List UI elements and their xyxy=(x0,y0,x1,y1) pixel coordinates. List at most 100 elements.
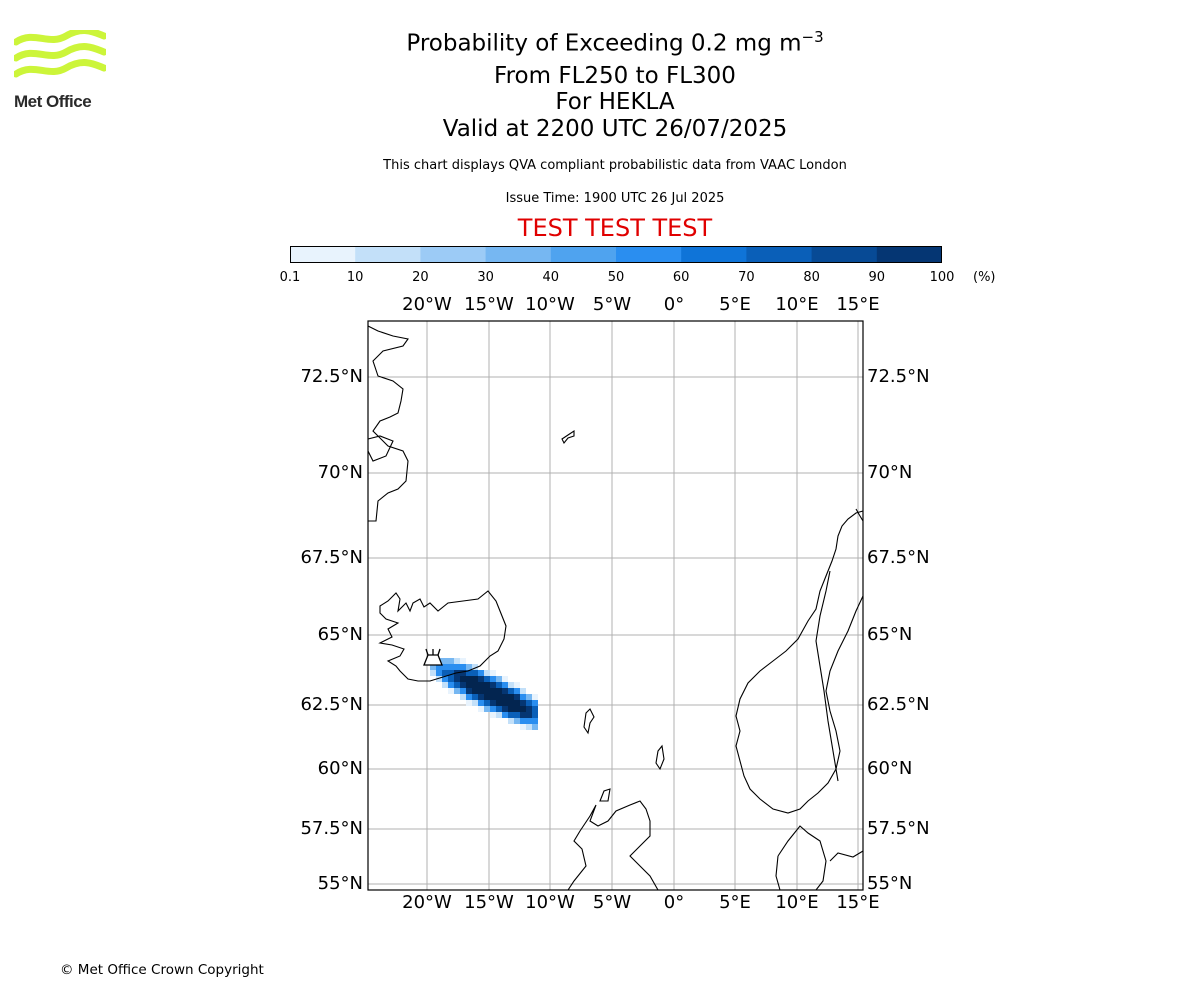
plume-cell xyxy=(490,682,496,688)
plume-cell xyxy=(496,706,502,712)
plume-cell xyxy=(532,712,538,718)
subtitle: This chart displays QVA compliant probab… xyxy=(383,158,847,173)
plume-cell xyxy=(490,712,496,718)
plume-cell xyxy=(526,694,532,700)
plume-cell xyxy=(454,658,460,664)
plume-cell xyxy=(442,676,448,682)
lon-label-bottom: 15°W xyxy=(464,892,514,913)
colorbar-segment xyxy=(811,246,878,263)
plume-cell xyxy=(472,700,478,706)
lat-label-left: 55°N xyxy=(317,873,363,894)
colorbar-tick-label: 20 xyxy=(412,270,429,285)
plume-cell xyxy=(466,694,472,700)
plume-cell xyxy=(466,700,472,706)
lat-label-left: 70°N xyxy=(317,462,363,483)
plume-cell xyxy=(490,676,496,682)
plume-cell xyxy=(514,688,520,694)
colorbar-segment xyxy=(290,246,356,263)
lat-label-right: 70°N xyxy=(867,462,913,483)
plume-cell xyxy=(502,712,508,718)
plume-cell xyxy=(508,688,514,694)
plume-cell xyxy=(520,700,526,706)
map-panel xyxy=(367,320,864,891)
plume-cell xyxy=(454,664,460,670)
lat-label-left: 67.5°N xyxy=(300,547,363,568)
plume-cell xyxy=(496,676,502,682)
plume-cell xyxy=(508,682,514,688)
plume-cell xyxy=(490,670,496,676)
lat-label-left: 72.5°N xyxy=(300,366,363,387)
plume-cell xyxy=(484,676,490,682)
colorbar-tick-label: 90 xyxy=(868,270,886,285)
lon-label-bottom: 15°E xyxy=(836,892,880,913)
lon-label-top: 10°E xyxy=(775,294,819,315)
plume-cell xyxy=(472,664,478,670)
plume-cell xyxy=(454,676,460,682)
lat-label-right: 55°N xyxy=(867,873,913,894)
plume-cell xyxy=(448,682,454,688)
plume-cell xyxy=(496,694,502,700)
plume-cell xyxy=(514,712,520,718)
colorbar-segment xyxy=(355,246,421,263)
plume-cell xyxy=(532,700,538,706)
plume-cell xyxy=(484,688,490,694)
plume-cell xyxy=(442,664,448,670)
coastlines xyxy=(367,325,864,891)
lon-label-top: 15°E xyxy=(836,294,880,315)
issue-time: Issue Time: 1900 UTC 26 Jul 2025 xyxy=(505,191,725,206)
plume-cell xyxy=(520,688,526,694)
plume-cell xyxy=(520,706,526,712)
plume-cell xyxy=(502,676,508,682)
lon-label-bottom: 0° xyxy=(663,892,685,913)
plume-cell xyxy=(532,694,538,700)
plume-cell xyxy=(454,688,460,694)
plume-cell xyxy=(514,718,520,724)
plume-cell xyxy=(442,682,448,688)
plume-cell xyxy=(532,718,538,724)
plume-cell xyxy=(460,694,466,700)
colorbar-tick-label: 100 xyxy=(929,270,955,285)
plume-cell xyxy=(442,658,448,664)
plume-cell xyxy=(496,712,502,718)
lon-label-top: 0° xyxy=(663,294,685,315)
plume-cell xyxy=(466,688,472,694)
plume-cell xyxy=(520,724,526,730)
plume-cell xyxy=(478,694,484,700)
logo-text: Met Office xyxy=(14,92,92,111)
lat-label-left: 57.5°N xyxy=(300,818,363,839)
met-office-logo-icon xyxy=(14,30,106,78)
lon-label-top: 20°W xyxy=(402,294,452,315)
plume-cell xyxy=(478,706,484,712)
plume-cell xyxy=(448,658,454,664)
colorbar-segment xyxy=(420,246,487,263)
plume-cell xyxy=(448,670,454,676)
flight-level-line: From FL250 to FL300 xyxy=(494,63,736,89)
plume-cell xyxy=(502,682,508,688)
plume-cell xyxy=(436,664,442,670)
plume-cell xyxy=(526,700,532,706)
lon-label-bottom: 10°W xyxy=(525,892,575,913)
plume-cell xyxy=(460,682,466,688)
lat-label-right: 65°N xyxy=(867,624,913,645)
lat-label-right: 72.5°N xyxy=(867,366,930,387)
plume-cell xyxy=(508,718,514,724)
plume-cell xyxy=(508,700,514,706)
lon-label-top: 10°W xyxy=(525,294,575,315)
plume-cell xyxy=(472,694,478,700)
lat-label-right: 67.5°N xyxy=(867,547,930,568)
plume-cell xyxy=(502,694,508,700)
plume-cell xyxy=(532,706,538,712)
plume-cell xyxy=(502,706,508,712)
plume-cell xyxy=(448,664,454,670)
plume-cell xyxy=(436,670,442,676)
colorbar xyxy=(290,246,942,263)
plume-cell xyxy=(532,724,538,730)
lon-label-bottom: 20°W xyxy=(402,892,452,913)
plume-cell xyxy=(478,688,484,694)
plume-cell xyxy=(460,670,466,676)
plume-cell xyxy=(430,670,436,676)
plume-cell xyxy=(460,676,466,682)
plume-cell xyxy=(490,688,496,694)
plume-cell xyxy=(496,700,502,706)
plume-cell xyxy=(526,724,532,730)
